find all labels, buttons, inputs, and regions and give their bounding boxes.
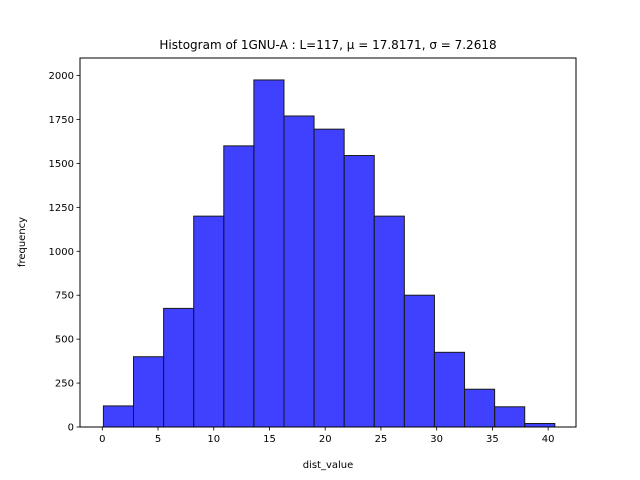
histogram-bar [223, 145, 255, 428]
histogram-bar [464, 388, 496, 428]
histogram-bar [524, 422, 556, 428]
x-tick-label: 5 [155, 434, 161, 445]
x-tick-label: 10 [207, 434, 220, 445]
y-tick-label: 750 [55, 291, 74, 302]
chart-title: Histogram of 1GNU-A : L=117, μ = 17.8171… [159, 38, 496, 52]
x-tick-label: 20 [319, 434, 332, 445]
x-tick-label: 0 [99, 434, 105, 445]
histogram-bar [163, 307, 195, 428]
histogram-bar [433, 351, 466, 428]
x-tick-label: 25 [375, 434, 388, 445]
histogram-bar [343, 155, 375, 428]
y-tick-label: 1500 [49, 159, 74, 170]
y-tick-label: 1750 [49, 115, 74, 126]
y-tick-label: 1250 [49, 203, 74, 214]
y-tick-label: 0 [68, 423, 74, 434]
x-axis-ticks: 0 5 10 15 20 25 30 35 40 [99, 427, 555, 445]
histogram-bar [373, 215, 405, 428]
x-tick-label: 40 [542, 434, 555, 445]
histogram-bar [283, 115, 315, 428]
y-tick-label: 2000 [49, 71, 74, 82]
plot-frame [79, 57, 577, 428]
histogram-bar [133, 356, 165, 428]
histogram-bar [313, 128, 345, 428]
y-tick-label: 500 [55, 335, 74, 346]
histogram-bar [494, 406, 526, 428]
y-axis-ticks: 0 250 500 750 1000 1250 1500 1750 2000 [49, 71, 80, 434]
y-axis-label: frequency [17, 217, 28, 267]
histogram-bar [193, 215, 225, 428]
x-tick-label: 15 [263, 434, 276, 445]
x-tick-label: 30 [430, 434, 443, 445]
x-tick-label: 35 [486, 434, 499, 445]
histogram-bar [403, 294, 435, 428]
bars-group [102, 79, 556, 428]
histogram-bar [102, 405, 135, 428]
y-tick-label: 1000 [49, 247, 74, 258]
y-tick-label: 250 [55, 379, 74, 390]
x-axis-label: dist_value [303, 460, 354, 471]
histogram-bar [253, 79, 285, 428]
